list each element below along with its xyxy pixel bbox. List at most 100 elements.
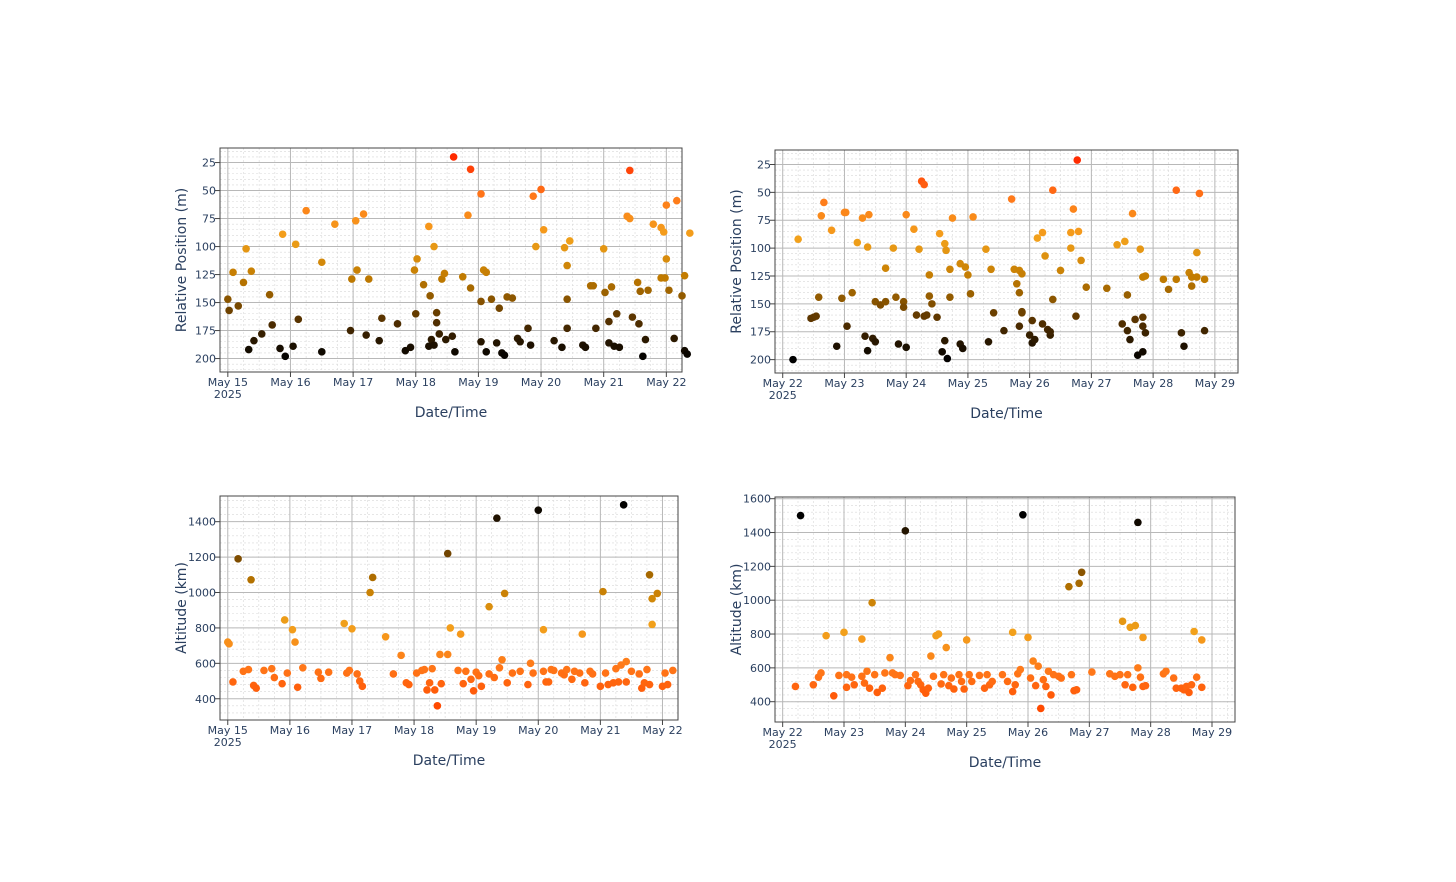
- data-point: [1193, 248, 1201, 257]
- data-point: [829, 691, 838, 700]
- data-point: [1121, 237, 1129, 246]
- y-tick-label: 600: [750, 662, 771, 675]
- data-point: [902, 210, 910, 219]
- data-point: [353, 266, 361, 274]
- data-point: [910, 225, 918, 233]
- data-point: [425, 222, 433, 231]
- data-point: [446, 624, 455, 632]
- data-point: [451, 348, 459, 356]
- data-point: [670, 334, 678, 343]
- data-point: [641, 335, 650, 344]
- data-point: [1077, 568, 1086, 577]
- data-point: [490, 673, 499, 682]
- data-point: [293, 683, 302, 692]
- y-tick-label: 25: [202, 157, 216, 170]
- y-tick-label: 600: [195, 657, 216, 670]
- x-tick-sublabel: 2025: [214, 388, 242, 401]
- data-point: [508, 669, 517, 677]
- data-point: [503, 679, 512, 687]
- data-point: [881, 297, 890, 306]
- data-point: [426, 292, 434, 300]
- data-point: [340, 619, 349, 628]
- data-point: [1131, 621, 1140, 630]
- data-point: [1118, 320, 1127, 328]
- data-point: [1177, 329, 1186, 337]
- data-point: [984, 337, 993, 346]
- data-point: [581, 343, 590, 352]
- data-point: [915, 245, 923, 254]
- x-tick-label: May 27: [1071, 377, 1111, 390]
- x-tick-label: May 25: [947, 726, 987, 739]
- data-point: [524, 324, 532, 333]
- scatter-series: [224, 153, 694, 361]
- x-tick-label: May 27: [1069, 726, 1109, 739]
- data-point: [601, 669, 610, 677]
- data-point: [1136, 673, 1145, 681]
- data-point: [411, 309, 420, 318]
- scatter-series: [791, 510, 1206, 713]
- data-point: [558, 343, 566, 352]
- y-tick-label: 800: [750, 628, 771, 641]
- data-point: [485, 602, 493, 611]
- data-point: [498, 655, 506, 664]
- data-point: [1139, 313, 1147, 322]
- data-point: [832, 342, 841, 351]
- data-point: [449, 153, 458, 161]
- data-point: [368, 573, 377, 582]
- x-tick-label: May 26: [1010, 377, 1050, 390]
- data-point: [1067, 670, 1076, 679]
- data-point: [861, 332, 869, 341]
- data-point: [881, 264, 890, 272]
- data-point: [863, 346, 872, 355]
- data-point: [975, 671, 984, 680]
- data-point: [428, 664, 436, 673]
- x-tick-label: May 20: [518, 724, 558, 737]
- data-point: [563, 324, 571, 333]
- data-point: [1003, 677, 1012, 686]
- data-point: [615, 343, 624, 352]
- data-point: [987, 265, 995, 274]
- data-point: [1180, 342, 1188, 351]
- data-point: [1200, 275, 1209, 284]
- data-point: [1034, 662, 1043, 670]
- data-point: [563, 261, 571, 270]
- data-point: [276, 344, 284, 353]
- data-point: [911, 670, 920, 679]
- data-point: [1121, 680, 1129, 689]
- data-point: [894, 340, 903, 348]
- data-point: [575, 669, 584, 677]
- data-point: [247, 575, 255, 584]
- data-point: [252, 684, 261, 692]
- data-point: [225, 640, 233, 648]
- data-point: [1141, 272, 1150, 280]
- data-point: [362, 331, 370, 339]
- data-point: [378, 314, 386, 323]
- data-point: [495, 663, 504, 672]
- data-point: [539, 667, 548, 676]
- data-point: [247, 267, 256, 276]
- data-point: [423, 686, 431, 694]
- data-point: [1141, 681, 1150, 690]
- plot-frame: [219, 147, 683, 373]
- data-point: [820, 198, 828, 207]
- x-tick-label: May 25: [948, 377, 988, 390]
- data-point: [1190, 627, 1198, 636]
- data-point: [314, 668, 323, 676]
- data-point: [508, 294, 517, 302]
- data-point: [443, 650, 452, 659]
- data-point: [665, 286, 673, 295]
- data-point: [1024, 633, 1032, 642]
- y-tick-label: 150: [750, 298, 771, 311]
- y-tick-label: 75: [757, 214, 771, 227]
- data-point: [493, 514, 501, 522]
- data-point: [1038, 320, 1047, 328]
- x-tick-label: May 18: [394, 724, 434, 737]
- data-point: [454, 666, 462, 675]
- y-tick-label: 1600: [743, 493, 771, 506]
- data-point: [495, 304, 504, 312]
- data-point: [662, 255, 671, 263]
- data-point: [649, 220, 658, 228]
- data-point: [1126, 335, 1134, 344]
- plot-frame: [774, 496, 1236, 723]
- scatter-series: [789, 156, 1209, 364]
